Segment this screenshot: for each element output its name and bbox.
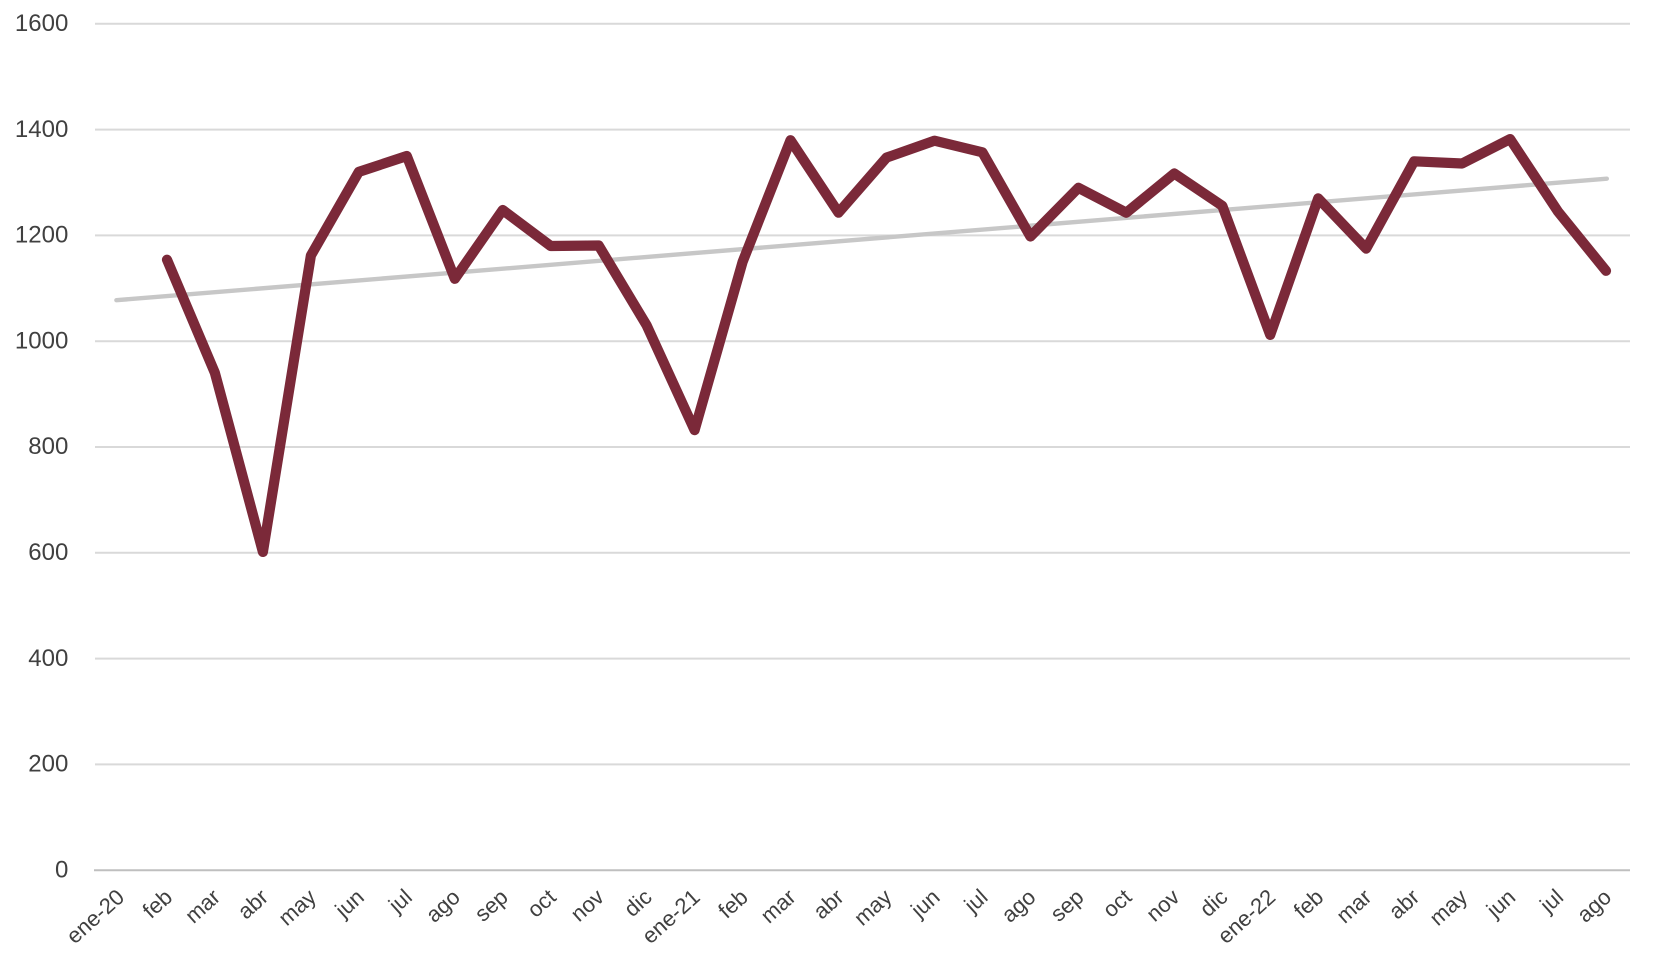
svg-text:1400: 1400 bbox=[15, 116, 68, 143]
svg-text:1600: 1600 bbox=[15, 10, 68, 37]
svg-text:1000: 1000 bbox=[15, 327, 68, 354]
svg-text:400: 400 bbox=[28, 645, 68, 672]
svg-text:800: 800 bbox=[28, 433, 68, 460]
svg-text:200: 200 bbox=[28, 751, 68, 778]
svg-text:600: 600 bbox=[28, 539, 68, 566]
svg-text:0: 0 bbox=[55, 856, 68, 883]
svg-text:1200: 1200 bbox=[15, 222, 68, 249]
